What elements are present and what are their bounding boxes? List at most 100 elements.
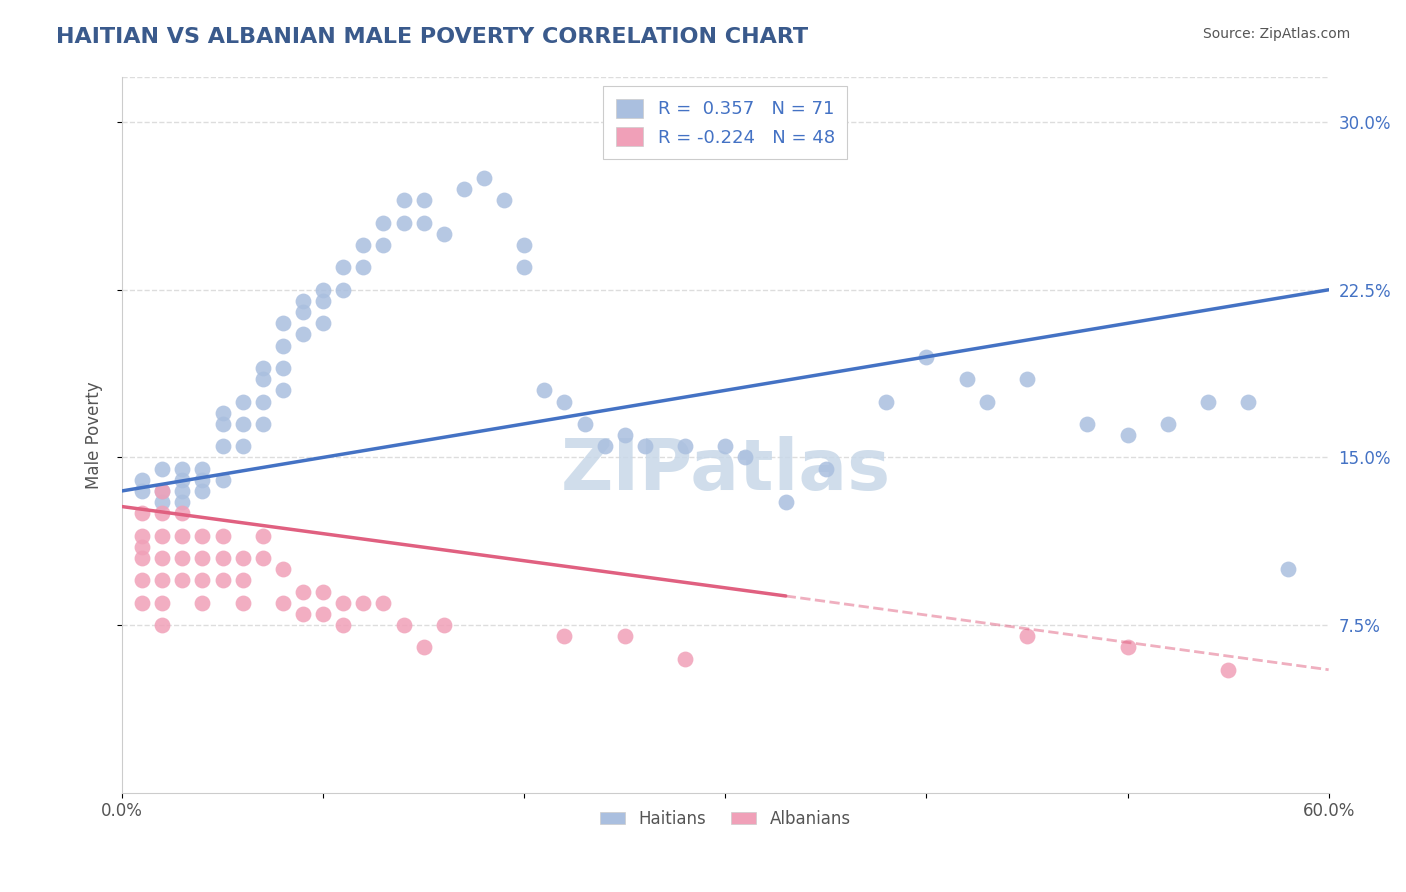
- Point: [232, 394, 254, 409]
- Point: [271, 338, 294, 352]
- Point: [352, 260, 374, 275]
- Point: [150, 483, 173, 498]
- Point: [673, 439, 696, 453]
- Point: [211, 417, 233, 431]
- Point: [392, 216, 415, 230]
- Point: [232, 439, 254, 453]
- Point: [271, 316, 294, 330]
- Point: [172, 574, 194, 588]
- Point: [593, 439, 616, 453]
- Point: [292, 293, 315, 308]
- Point: [1216, 663, 1239, 677]
- Point: [252, 394, 274, 409]
- Point: [252, 372, 274, 386]
- Point: [1157, 417, 1180, 431]
- Point: [150, 551, 173, 566]
- Point: [1237, 394, 1260, 409]
- Point: [312, 283, 335, 297]
- Point: [271, 361, 294, 376]
- Point: [553, 394, 575, 409]
- Point: [392, 194, 415, 208]
- Point: [131, 574, 153, 588]
- Point: [292, 305, 315, 319]
- Point: [875, 394, 897, 409]
- Point: [211, 439, 233, 453]
- Point: [191, 473, 214, 487]
- Point: [412, 216, 434, 230]
- Point: [211, 473, 233, 487]
- Point: [131, 596, 153, 610]
- Point: [332, 260, 354, 275]
- Legend: Haitians, Albanians: Haitians, Albanians: [593, 803, 858, 834]
- Point: [211, 528, 233, 542]
- Point: [191, 551, 214, 566]
- Point: [232, 551, 254, 566]
- Point: [673, 651, 696, 665]
- Point: [634, 439, 657, 453]
- Point: [131, 506, 153, 520]
- Point: [131, 540, 153, 554]
- Point: [1116, 640, 1139, 655]
- Point: [172, 483, 194, 498]
- Point: [1015, 629, 1038, 643]
- Point: [172, 551, 194, 566]
- Point: [412, 640, 434, 655]
- Point: [553, 629, 575, 643]
- Point: [332, 283, 354, 297]
- Point: [312, 293, 335, 308]
- Point: [172, 473, 194, 487]
- Point: [191, 528, 214, 542]
- Point: [513, 238, 536, 252]
- Point: [232, 417, 254, 431]
- Point: [172, 495, 194, 509]
- Point: [292, 607, 315, 621]
- Point: [232, 596, 254, 610]
- Point: [1076, 417, 1098, 431]
- Point: [373, 238, 395, 252]
- Point: [131, 528, 153, 542]
- Point: [775, 495, 797, 509]
- Point: [352, 596, 374, 610]
- Point: [150, 596, 173, 610]
- Point: [1197, 394, 1219, 409]
- Point: [191, 596, 214, 610]
- Point: [1277, 562, 1299, 576]
- Point: [150, 574, 173, 588]
- Text: HAITIAN VS ALBANIAN MALE POVERTY CORRELATION CHART: HAITIAN VS ALBANIAN MALE POVERTY CORRELA…: [56, 27, 808, 46]
- Point: [211, 574, 233, 588]
- Point: [472, 171, 495, 186]
- Point: [252, 528, 274, 542]
- Point: [915, 350, 938, 364]
- Point: [131, 473, 153, 487]
- Text: ZIPatlas: ZIPatlas: [560, 436, 890, 505]
- Point: [332, 596, 354, 610]
- Point: [252, 551, 274, 566]
- Point: [453, 182, 475, 196]
- Point: [131, 483, 153, 498]
- Text: Source: ZipAtlas.com: Source: ZipAtlas.com: [1202, 27, 1350, 41]
- Point: [150, 618, 173, 632]
- Point: [312, 607, 335, 621]
- Point: [352, 238, 374, 252]
- Point: [373, 216, 395, 230]
- Point: [433, 618, 456, 632]
- Point: [191, 483, 214, 498]
- Point: [392, 618, 415, 632]
- Point: [271, 596, 294, 610]
- Point: [191, 574, 214, 588]
- Point: [271, 562, 294, 576]
- Point: [131, 551, 153, 566]
- Point: [494, 194, 516, 208]
- Point: [271, 384, 294, 398]
- Point: [292, 584, 315, 599]
- Point: [613, 629, 636, 643]
- Point: [172, 506, 194, 520]
- Point: [292, 327, 315, 342]
- Point: [172, 461, 194, 475]
- Point: [433, 227, 456, 241]
- Point: [1015, 372, 1038, 386]
- Point: [814, 461, 837, 475]
- Point: [533, 384, 555, 398]
- Point: [150, 495, 173, 509]
- Point: [150, 483, 173, 498]
